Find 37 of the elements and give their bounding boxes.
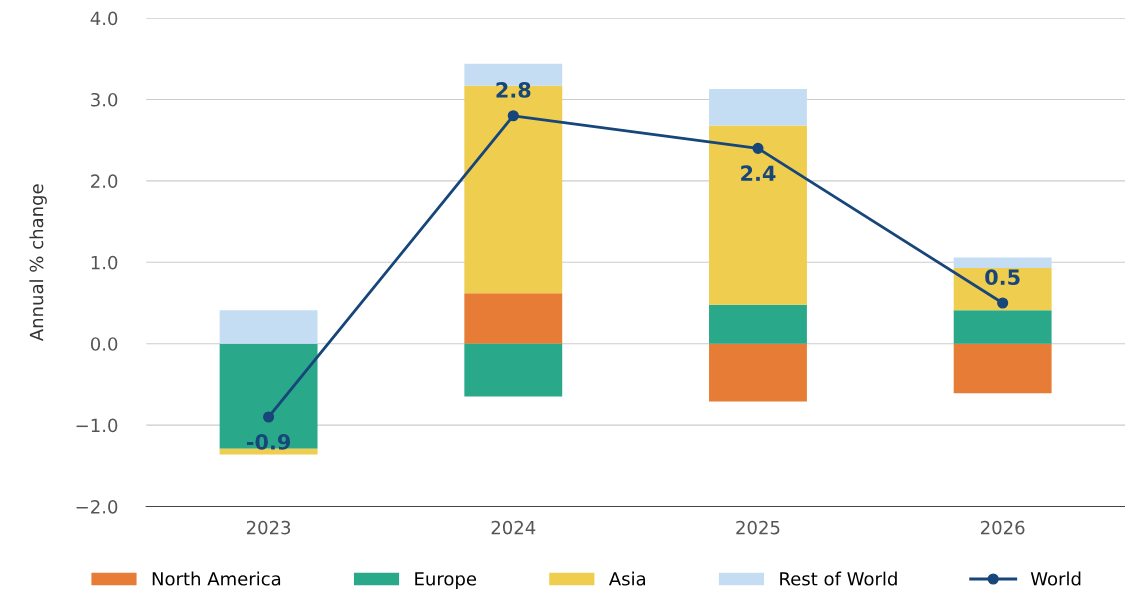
y-tick-label: 1.0	[91, 255, 118, 270]
bar	[219, 310, 318, 344]
bar	[219, 343, 318, 449]
bar	[464, 343, 563, 397]
legend-label: North America	[152, 571, 281, 586]
y-tick-label: −2.0	[76, 499, 118, 514]
y-tick-label: −1.0	[76, 418, 118, 433]
bar	[953, 310, 1052, 344]
bar	[953, 268, 1052, 311]
bar	[709, 343, 807, 402]
bar	[709, 88, 807, 126]
y-tick-label: 3.0	[91, 92, 118, 107]
bar	[953, 343, 1052, 394]
y-tick-label: 0.0	[90, 337, 118, 351]
x-tick-label: 2026	[981, 520, 1025, 535]
legend-label: World	[1030, 571, 1081, 586]
legend-label: Rest of World	[780, 571, 897, 586]
bar	[953, 257, 1052, 268]
data-label: -0.9	[246, 434, 291, 450]
bar	[464, 293, 563, 344]
data-label: 0.5	[985, 269, 1020, 286]
x-tick-label: 2023	[246, 520, 291, 535]
data-label: 2.4	[741, 165, 776, 181]
y-tick-label: 2.0	[91, 174, 118, 189]
legend-label: Europe	[415, 572, 477, 590]
y-axis-title: Annual % change	[29, 184, 47, 342]
bar	[709, 304, 807, 344]
y-tick-label: 4.0	[90, 11, 118, 26]
point	[752, 142, 764, 154]
point	[997, 297, 1009, 309]
x-tick-label: 2024	[491, 520, 536, 535]
x-tick-label: 2025	[736, 520, 780, 535]
legend-label: Asia	[608, 571, 646, 586]
bar	[709, 125, 807, 305]
data-label: 2.8	[496, 82, 531, 98]
point	[263, 411, 275, 423]
point	[507, 110, 519, 122]
